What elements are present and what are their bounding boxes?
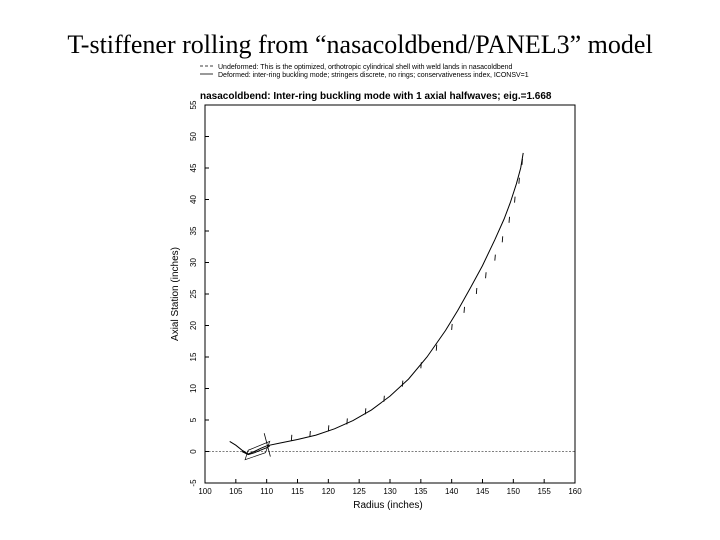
stiffener-tick — [346, 418, 348, 425]
stiffener-tick — [494, 254, 496, 261]
stiffener-tick — [327, 425, 330, 432]
stiffener-tick — [364, 408, 367, 415]
y-tick-label: 0 — [189, 449, 198, 454]
y-tick-label: -5 — [189, 479, 198, 487]
x-tick-label: 100 — [198, 487, 212, 496]
y-tick-label: 10 — [189, 384, 198, 393]
y-tick-label: 5 — [189, 417, 198, 422]
x-tick-label: 125 — [352, 487, 366, 496]
stiffener-tick — [420, 362, 422, 369]
y-axis-label: Axial Station (inches) — [170, 247, 181, 341]
stiffener-tick — [508, 216, 510, 223]
stiffener-layer — [244, 158, 523, 461]
x-tick-label: 150 — [507, 487, 521, 496]
slide-title: T-stiffener rolling from “nasacoldbend/P… — [67, 30, 653, 59]
x-tick-label: 115 — [291, 487, 304, 496]
x-tick-label: 155 — [537, 487, 551, 496]
x-tick-label: 105 — [229, 487, 243, 496]
x-tick-label: 160 — [568, 487, 582, 496]
x-tick-label: 120 — [322, 487, 336, 496]
stiffener-tick — [501, 236, 504, 243]
y-tick-label: 40 — [189, 195, 198, 204]
plot-frame — [204, 104, 576, 484]
stiffener-tick — [435, 344, 438, 351]
chart-title: nasacoldbend: Inter-ring buckling mode w… — [200, 91, 552, 102]
y-tick-label: 30 — [189, 258, 198, 267]
y-tick-label: 45 — [189, 163, 198, 172]
stiffener-tick — [521, 158, 523, 165]
y-axis: -5 0 5 10 15 20 25 30 35 40 45 50 55 — [189, 100, 209, 487]
stiffener-tick — [383, 395, 385, 402]
t-stiffener-section — [244, 440, 271, 461]
y-tick-label: 25 — [189, 289, 198, 298]
y-tick-label: 50 — [189, 132, 198, 141]
y-tick-label: 55 — [189, 100, 198, 109]
y-tick-label: 20 — [189, 321, 198, 330]
stiffener-tick — [485, 272, 487, 279]
legend-entry: Undeformed: This is the optimized, ortho… — [218, 64, 513, 71]
x-tick-label: 110 — [260, 487, 273, 496]
t-stiffener-flange — [263, 433, 271, 457]
series-layer — [205, 152, 575, 456]
stiffener-tick — [475, 287, 478, 295]
stiffener-tick — [451, 323, 453, 330]
chart-legend: Undeformed: This is the optimized, ortho… — [200, 64, 529, 79]
stiffener-tick — [518, 177, 520, 184]
series-line-1 — [229, 152, 524, 455]
x-axis: 100 105 110 115 120 125 130 135 140 145 150 155 160 — [198, 479, 582, 496]
x-tick-label: 140 — [445, 487, 459, 496]
y-tick-label: 35 — [189, 226, 198, 235]
stiffener-tick — [309, 430, 311, 438]
x-tick-label: 135 — [414, 487, 428, 496]
stiffener-tick — [514, 196, 516, 203]
x-tick-label: 130 — [383, 487, 397, 496]
x-tick-label: 145 — [476, 487, 490, 496]
y-tick-label: 15 — [189, 352, 198, 361]
stiffener-tick — [290, 434, 293, 441]
stiffener-tick — [463, 306, 465, 313]
stiffener-tick — [401, 380, 404, 387]
x-axis-label: Radius (inches) — [353, 500, 422, 511]
legend-entry: Deformed: inter-ring buckling mode; stri… — [218, 72, 529, 79]
